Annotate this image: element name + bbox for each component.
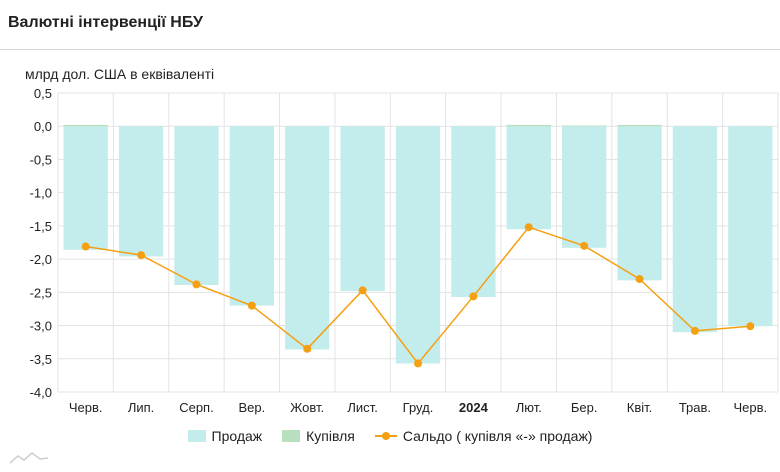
balance-point xyxy=(137,251,146,260)
legend-item-balance[interactable]: Сальдо ( купівля «-» продаж) xyxy=(374,428,593,444)
bar-purchases xyxy=(617,124,662,127)
legend-label-balance: Сальдо ( купівля «-» продаж) xyxy=(402,428,593,444)
chart-title: Валютні інтервенції НБУ xyxy=(8,14,203,31)
legend-swatch-sales xyxy=(187,430,206,442)
y-tick-label: -2,0 xyxy=(30,252,52,267)
legend-swatch-purchases xyxy=(282,430,301,442)
x-tick-label: Груд. xyxy=(403,400,434,415)
balance-point xyxy=(635,275,644,284)
legend-label-sales: Продаж xyxy=(211,428,263,444)
balance-point xyxy=(414,359,422,368)
bar-sales xyxy=(728,126,773,327)
legend-item-purchases[interactable]: Купівля xyxy=(282,428,355,444)
balance-point xyxy=(81,242,90,251)
bar-sales xyxy=(285,126,330,350)
x-tick-label: Лип. xyxy=(128,400,154,415)
legend-label-purchases: Купівля xyxy=(306,428,355,444)
x-tick-label: Черв. xyxy=(69,400,103,415)
x-tick-label: Трав. xyxy=(679,400,711,415)
balance-point xyxy=(358,286,367,295)
balance-point xyxy=(746,322,755,331)
y-tick-label: -1,0 xyxy=(30,186,52,201)
legend-item-sales[interactable]: Продаж xyxy=(187,428,263,444)
balance-point xyxy=(580,241,589,250)
bar-sales xyxy=(174,126,219,286)
x-tick-label: Вер. xyxy=(238,400,265,415)
bar-sales xyxy=(63,126,108,250)
x-tick-label: Квіт. xyxy=(627,400,653,415)
bar-purchases xyxy=(63,124,108,127)
bar-sales xyxy=(229,126,274,306)
bar-sales xyxy=(340,126,385,292)
balance-point xyxy=(469,292,478,301)
x-tick-label: Жовт. xyxy=(290,400,324,415)
bar-sales xyxy=(451,126,496,297)
balance-point xyxy=(303,344,312,353)
y-tick-label: 0,0 xyxy=(34,119,52,134)
chart-header: Валютні інтервенції НБУ xyxy=(0,0,780,50)
x-tick-label: Лют. xyxy=(516,400,542,415)
balance-point xyxy=(247,301,256,310)
bar-sales xyxy=(506,126,551,230)
bar-purchases xyxy=(562,125,607,127)
bar-sales xyxy=(672,126,718,333)
y-tick-label: -4,0 xyxy=(30,385,52,400)
y-tick-label: -3,5 xyxy=(30,352,52,367)
y-tick-label: -0,5 xyxy=(30,152,52,167)
x-tick-label: Черв. xyxy=(733,400,767,415)
bar-sales xyxy=(395,126,441,364)
y-tick-label: -3,0 xyxy=(30,319,52,334)
x-tick-label: Лист. xyxy=(347,400,377,415)
x-tick-label: Бер. xyxy=(571,400,598,415)
bar-purchases xyxy=(506,124,551,127)
y-axis-unit-label: млрд дол. США в еквіваленті xyxy=(25,66,215,82)
bar-sales xyxy=(617,126,662,281)
y-tick-label: 0,5 xyxy=(34,86,52,101)
balance-point xyxy=(690,326,699,335)
balance-point xyxy=(524,223,533,232)
bar-sales xyxy=(562,126,607,248)
bar-sales xyxy=(118,126,164,257)
y-tick-label: -2,5 xyxy=(30,285,52,300)
legend-swatch-balance xyxy=(374,430,397,442)
x-tick-label: 2024 xyxy=(459,400,489,415)
chart-legend: Продаж Купівля Сальдо ( купівля «-» прод… xyxy=(0,428,780,444)
y-tick-label: -1,5 xyxy=(30,219,52,234)
balance-point xyxy=(192,280,201,289)
watermark-logo-icon xyxy=(9,452,49,464)
x-tick-label: Серп. xyxy=(179,400,214,415)
